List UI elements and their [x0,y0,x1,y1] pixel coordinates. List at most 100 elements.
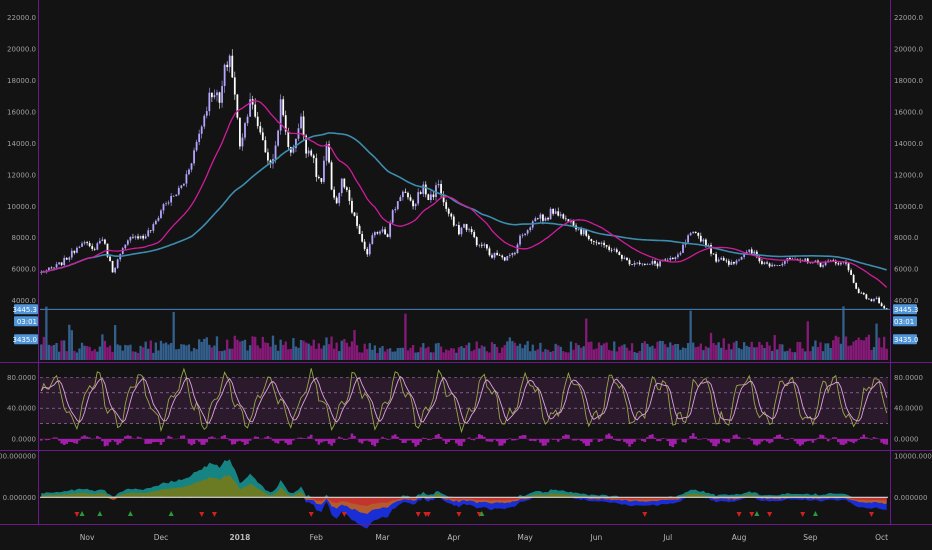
price-candle [712,253,715,255]
oscillator-histogram-bar [577,438,580,440]
price-candle [544,217,547,221]
oscillator-histogram-bar [811,438,815,443]
oscillator-histogram-bar [628,438,631,447]
price-candle [323,160,325,182]
volume-bar [276,350,280,360]
volume-bar [704,346,708,360]
oscillator-histogram-bar [500,438,504,446]
volume-bar [45,306,48,360]
oscillator-pane[interactable] [40,367,888,448]
oscillator-histogram-bar [386,438,389,440]
volume-bar [164,342,168,360]
price-candle [63,257,66,265]
volume-bar [424,348,427,360]
oscillator-histogram-bar [750,438,754,441]
volume-bar [773,335,776,360]
price-candle [536,218,539,219]
volume-bar [85,346,89,360]
oscillator-histogram-bar [648,434,652,439]
price-candle [356,215,358,226]
volume-bar [307,343,310,360]
price-candle [137,236,139,239]
oscillator-histogram-bar [528,438,532,441]
price-candle [185,174,188,184]
oscillator-histogram-bar [704,438,708,439]
oscillator-histogram-bar [381,436,384,439]
volume-bar [585,318,588,360]
oscillator-histogram-bar [169,436,173,439]
volume-bar [737,348,741,360]
price-candle [768,263,771,267]
volume-bar [679,349,682,360]
volume-bar [213,345,216,360]
oscillator-histogram-bar [656,438,659,442]
volume-bar [447,350,450,360]
oscillator-histogram-bar [518,435,522,439]
volume-bar [722,338,725,360]
price-candle [345,187,348,190]
oscillator-histogram-bar [490,438,494,442]
volume-bar [529,351,532,360]
oscillator-histogram-bar [325,438,328,442]
indicator-pane[interactable] [40,459,888,529]
price-axis-right-tick: 10000.0 [894,203,923,211]
price-pane[interactable] [40,49,890,310]
volume-bar [595,348,598,360]
price-candle [373,232,376,236]
price-candle [233,77,236,95]
oscillator-histogram-bar [315,438,318,442]
volume-bar [396,348,399,360]
price-candle [422,184,425,194]
oscillator-histogram-bar [348,437,351,439]
price-candle [287,131,290,148]
oscillator-histogram-bar [844,438,848,444]
volume-bar [297,347,300,360]
volume-bar [455,352,458,360]
oscillator-histogram-bar [697,438,700,440]
price-candle [455,225,458,226]
volume-bar [121,350,124,360]
oscillator-histogram-bar [831,437,835,439]
volume-bar [422,343,425,360]
volume-bar [223,350,226,360]
volume-bar [345,342,349,360]
price-candle [463,224,465,228]
sell-signal-arrow [341,512,347,517]
price-candle [613,249,616,251]
oscillator-histogram-bar [775,435,779,439]
oscillator-histogram-bar [824,437,827,439]
volume-bar [755,347,758,360]
volume-bar [664,344,667,360]
oscillator-histogram-bar [758,438,761,445]
price-candle [391,210,394,223]
price-candle [722,257,725,261]
price-candle [552,208,555,214]
oscillator-histogram-bar [228,438,231,441]
volume-bar [195,349,198,360]
price-candle [50,267,53,269]
volume-bar [689,310,692,360]
oscillator-histogram-bar [707,438,710,441]
volume-bar [317,343,320,360]
oscillator-histogram-bar [559,438,563,440]
price-candle [880,303,883,307]
volume-bar [485,351,489,360]
oscillator-histogram-bar [684,438,687,443]
oscillator-histogram-bar [279,438,282,441]
oscillator-histogram-bar [829,438,832,440]
price-candle [407,192,409,198]
oscillator-histogram-bar [737,436,741,439]
current-price-tag-left-bg [14,304,38,315]
oscillator-histogram-bar [516,438,519,440]
volume-bar [834,335,837,360]
oscillator-histogram-bar [399,438,402,441]
time-axis-tick: Jul [662,533,672,542]
oscillator-histogram-bar [253,436,257,439]
oscillator-histogram-bar [276,438,280,444]
price-candle [93,248,96,250]
price-candle [254,104,257,117]
volume-bar [666,347,669,360]
volume-bar [167,344,170,360]
price-candle [585,229,588,236]
